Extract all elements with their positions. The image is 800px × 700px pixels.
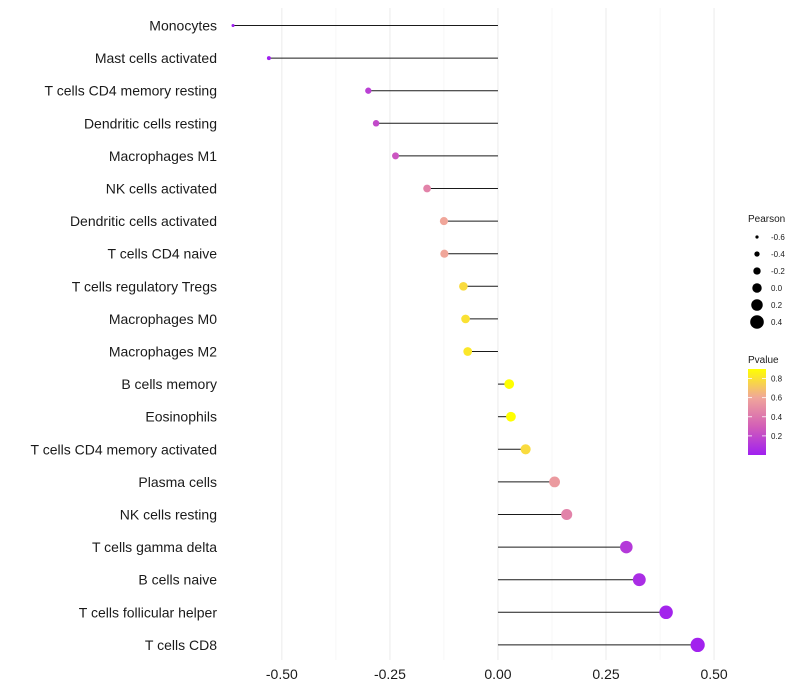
color-legend-label: 0.2 xyxy=(771,432,783,441)
data-point xyxy=(459,281,468,291)
data-point xyxy=(504,379,515,389)
category-label: Dendritic cells activated xyxy=(70,213,217,229)
data-point xyxy=(549,476,560,488)
data-point xyxy=(372,120,380,127)
data-point xyxy=(520,444,531,455)
x-axis-ticks: -0.50 -0.25 0.00 0.25 0.50 xyxy=(266,666,728,682)
color-legend-label: 0.8 xyxy=(771,375,783,384)
category-label: T cells CD4 memory resting xyxy=(45,83,217,99)
data-point xyxy=(461,314,470,324)
x-tick-label: 0.25 xyxy=(592,666,619,682)
size-legend-label: -0.6 xyxy=(771,233,785,242)
size-legend-key xyxy=(751,299,763,311)
category-label: T cells CD4 memory activated xyxy=(31,441,217,457)
x-tick-label: 0.00 xyxy=(484,666,511,682)
pvalue-colorbar xyxy=(748,369,766,455)
category-label: Macrophages M1 xyxy=(109,148,217,164)
category-labels: Monocytes Mast cells activated T cells CD4… xyxy=(31,18,218,653)
category-label: Macrophages M2 xyxy=(109,344,217,360)
size-legend-key xyxy=(750,315,764,329)
category-label: T cells CD8 xyxy=(145,637,217,653)
size-legend-label: 0.2 xyxy=(771,301,783,310)
category-label: T cells follicular helper xyxy=(79,604,218,620)
category-label: T cells regulatory Tregs xyxy=(72,278,217,294)
category-label: Mast cells activated xyxy=(95,50,217,66)
size-legend-key xyxy=(753,267,761,275)
data-point xyxy=(231,23,235,28)
category-label: Macrophages M0 xyxy=(109,311,217,327)
category-label: B cells naive xyxy=(138,572,217,588)
x-tick-label: -0.25 xyxy=(374,666,406,682)
data-point xyxy=(690,637,705,653)
category-label: Eosinophils xyxy=(145,409,217,425)
pearson-size-legend: Pearson -0.6 -0.4 -0.2 0.0 0.2 0.4 xyxy=(748,214,785,329)
data-point xyxy=(365,87,372,94)
size-legend-label: 0.0 xyxy=(771,284,783,293)
color-legend-label: 0.4 xyxy=(771,413,783,422)
data-point xyxy=(561,508,573,521)
points xyxy=(231,23,705,653)
pvalue-color-legend: Pvalue 0.2 0.4 0.6 0.8 xyxy=(748,355,783,455)
data-point xyxy=(463,347,473,356)
size-legend-title: Pearson xyxy=(748,214,785,225)
data-point xyxy=(423,184,431,193)
data-point xyxy=(266,56,271,61)
size-legend-key xyxy=(752,283,762,293)
category-label: B cells memory xyxy=(121,376,217,392)
data-point xyxy=(392,152,400,160)
x-tick-label: 0.50 xyxy=(700,666,727,682)
size-legend-label: -0.4 xyxy=(771,250,785,259)
category-label: Plasma cells xyxy=(138,474,217,490)
size-legend-label: -0.2 xyxy=(771,267,785,276)
x-tick-label: -0.50 xyxy=(266,666,298,682)
grid xyxy=(281,8,715,660)
category-label: Monocytes xyxy=(149,18,217,34)
color-legend-label: 0.6 xyxy=(771,394,783,403)
size-legend-key xyxy=(755,235,759,239)
category-label: T cells CD4 naive xyxy=(108,246,218,262)
category-label: T cells gamma delta xyxy=(92,539,217,555)
data-point xyxy=(659,605,673,620)
category-label: NK cells activated xyxy=(106,181,217,197)
category-label: NK cells resting xyxy=(120,507,217,523)
color-legend-title: Pvalue xyxy=(748,355,779,366)
size-legend-label: 0.4 xyxy=(771,318,783,327)
data-point xyxy=(632,573,646,587)
data-point xyxy=(506,411,516,422)
data-point xyxy=(439,217,449,226)
category-label: Dendritic cells resting xyxy=(84,115,217,131)
data-point xyxy=(440,249,449,258)
data-point xyxy=(620,540,633,554)
size-legend-key xyxy=(754,251,760,257)
